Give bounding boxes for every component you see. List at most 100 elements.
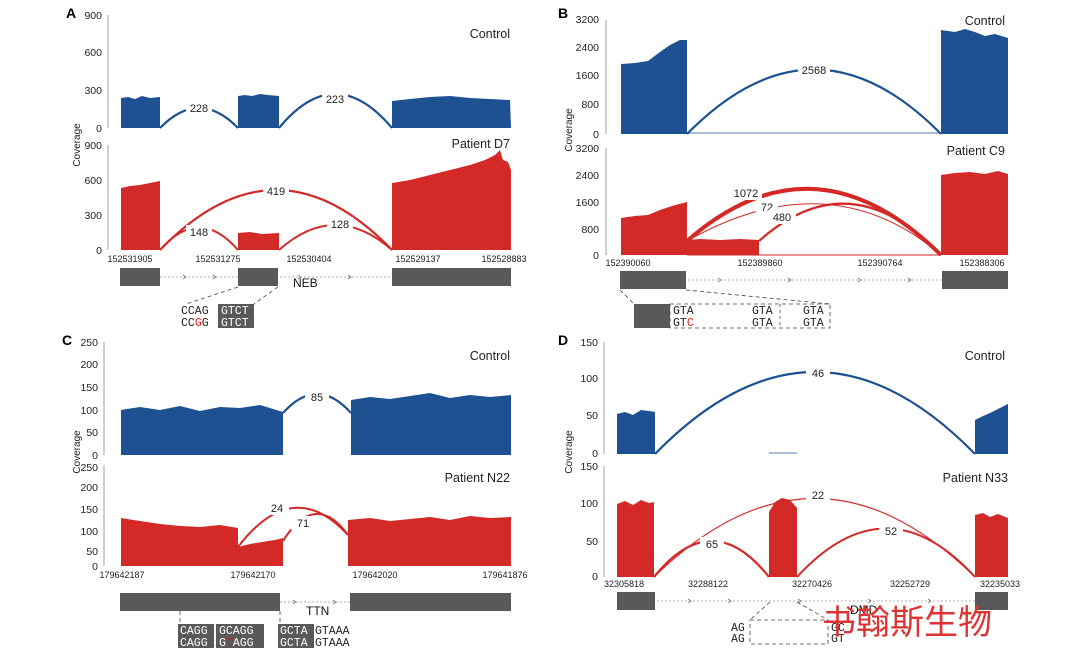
seq-control-d: AG <box>731 622 745 635</box>
junction-count: 480 <box>773 212 791 224</box>
junction-count: 1072 <box>734 188 758 200</box>
exon-block <box>942 271 1008 289</box>
junction-count: 46 <box>812 368 824 380</box>
ytick: 0 <box>593 250 599 262</box>
ytick: 0 <box>92 450 98 462</box>
coverage-exon <box>121 96 160 128</box>
ytick: 200 <box>80 359 98 371</box>
genomic-tick: 152390060 <box>605 258 650 268</box>
ytick: 100 <box>80 526 98 538</box>
coverage-exon <box>617 410 655 454</box>
seq-control-c: GCTA <box>280 625 308 638</box>
junction-count: 128 <box>331 219 349 231</box>
ytick: 0 <box>96 123 102 135</box>
ytick: 100 <box>580 498 598 510</box>
coverage-exon <box>975 513 1008 577</box>
seq-control-b: GTA <box>752 305 773 318</box>
junction-count: 52 <box>885 526 897 538</box>
ytick: 200 <box>80 482 98 494</box>
coverage-exon <box>941 29 1008 134</box>
coverage-exon <box>617 500 654 577</box>
seq-patient-b: GTA <box>752 317 773 330</box>
gene-name-d: DMD <box>850 603 878 617</box>
exon-block <box>975 592 1008 610</box>
sample-label-patient-c: Patient N22 <box>445 471 510 485</box>
ytick: 50 <box>86 546 98 558</box>
ytick: 50 <box>586 536 598 548</box>
y-axis-label-b: Coverage <box>564 108 575 152</box>
exon-block <box>620 271 686 289</box>
ytick: 0 <box>592 448 598 460</box>
genomic-tick: 152531275 <box>195 254 240 264</box>
sample-label-patient-d: Patient N33 <box>943 471 1008 485</box>
seq-control-b: GTA <box>803 305 824 318</box>
coverage-exon <box>238 232 279 250</box>
ytick: 300 <box>84 85 102 97</box>
coverage-exon <box>621 40 687 134</box>
seq-control-exon-a: GTCT <box>221 305 249 318</box>
ytick: 150 <box>580 461 598 473</box>
y-axis-label-d: Coverage <box>564 430 575 474</box>
coverage-exon <box>351 393 511 455</box>
panel-d: D Coverage 150 100 50 0 Control 46 150 1… <box>558 332 1020 646</box>
seq-patient-c: CAGG <box>180 637 208 650</box>
junction-arc <box>282 513 349 542</box>
exon-block <box>120 593 280 611</box>
genomic-tick: 152531905 <box>107 254 152 264</box>
junction-count: 223 <box>326 94 344 106</box>
panel-c: C Coverage 250 200 150 100 50 0 Control … <box>62 332 528 650</box>
seq-patient-a: CCGG <box>181 317 209 330</box>
y-axis-label-a: Coverage <box>72 123 83 167</box>
ytick: 0 <box>592 571 598 583</box>
coverage-exon <box>121 518 283 566</box>
junction-count: 2568 <box>802 65 826 77</box>
sample-label-patient-a: Patient D7 <box>452 137 510 151</box>
ytick: 2400 <box>576 170 600 182</box>
coverage-exon <box>621 202 687 255</box>
coverage-exon <box>687 239 759 255</box>
ytick: 250 <box>80 337 98 349</box>
ytick: 100 <box>580 373 598 385</box>
seq-control-a: CCAG <box>181 305 209 318</box>
seq-patient-b: GTA <box>803 317 824 330</box>
ytick: 250 <box>80 462 98 474</box>
junction-count: 148 <box>190 227 208 239</box>
ytick: 0 <box>96 245 102 257</box>
genomic-tick: 152390764 <box>857 258 902 268</box>
seq-control-c: GTAAA <box>315 625 350 638</box>
genomic-tick: 179642187 <box>99 570 144 580</box>
watermark-text: 书翰斯生物 <box>822 603 992 643</box>
seq-control-d: GC <box>831 622 845 635</box>
junction-count: 85 <box>311 392 323 404</box>
coverage-exon <box>975 404 1008 454</box>
junction-count: 65 <box>706 539 718 551</box>
exon-block <box>617 592 655 610</box>
exon-block <box>350 593 511 611</box>
ytick: 600 <box>84 175 102 187</box>
seq-control-b: GTA <box>673 305 694 318</box>
ytick: 800 <box>581 224 599 236</box>
junction-arc <box>654 371 976 455</box>
exon-block <box>120 268 160 286</box>
ytick: 900 <box>84 10 102 22</box>
genomic-tick: 152529137 <box>395 254 440 264</box>
panel-a: A Coverage 900 600 300 0 Control 228 223… <box>66 5 527 330</box>
seq-patient-c: GTAAA <box>315 637 350 650</box>
genomic-tick: 179642170 <box>230 570 275 580</box>
panel-label-c: C <box>62 332 72 348</box>
genomic-tick: 152530404 <box>286 254 331 264</box>
genomic-tick: 152388306 <box>959 258 1004 268</box>
seq-patient-c: GTAGG <box>219 637 254 650</box>
ytick: 2400 <box>576 42 600 54</box>
genomic-tick: 152389860 <box>737 258 782 268</box>
panel-label-b: B <box>558 5 568 21</box>
ytick: 100 <box>80 405 98 417</box>
ytick: 150 <box>580 337 598 349</box>
sample-label-control-b: Control <box>965 14 1005 28</box>
sample-label-control-d: Control <box>965 349 1005 363</box>
seq-patient-d: AG <box>731 633 745 646</box>
genomic-tick: 32270426 <box>792 579 832 589</box>
seq-control-c: GCAGG <box>219 625 254 638</box>
ytick: 600 <box>84 47 102 59</box>
